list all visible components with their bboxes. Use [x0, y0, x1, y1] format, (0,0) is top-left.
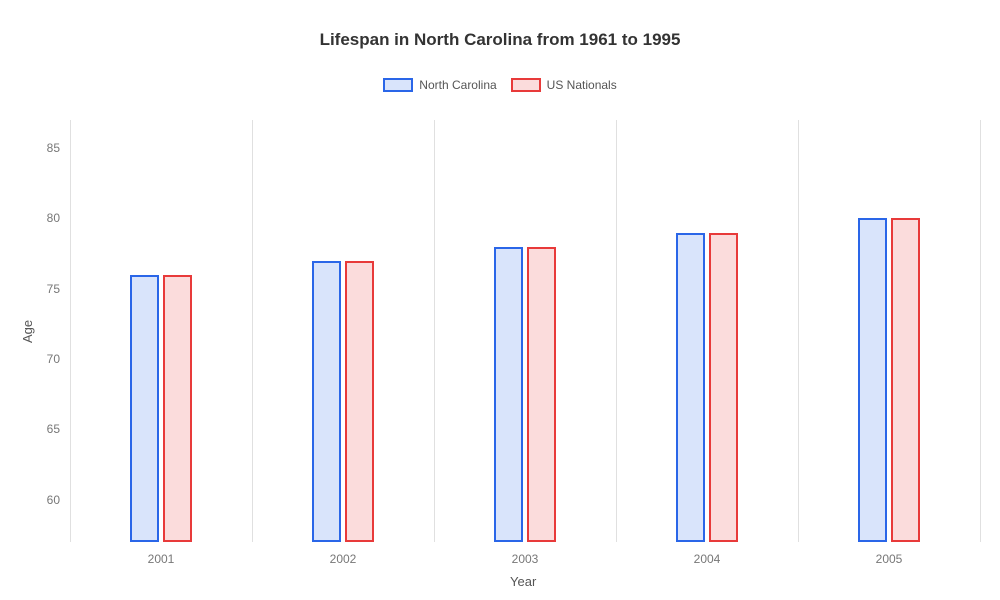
- legend-label: US Nationals: [547, 78, 617, 92]
- y-tick-label: 70: [20, 352, 60, 366]
- legend-item: US Nationals: [511, 78, 617, 92]
- y-axis-label: Age: [20, 320, 35, 343]
- plot-area: 60657075808520012002200320042005: [70, 120, 980, 542]
- bar: [709, 233, 738, 542]
- x-tick-label: 2003: [512, 552, 539, 566]
- gridline: [616, 120, 617, 542]
- bar: [676, 233, 705, 542]
- x-tick-label: 2004: [694, 552, 721, 566]
- gridline: [980, 120, 981, 542]
- bars-layer: [70, 120, 980, 542]
- bar: [312, 261, 341, 542]
- legend-swatch: [383, 78, 413, 92]
- bar: [130, 275, 159, 542]
- bar: [858, 218, 887, 542]
- chart-title: Lifespan in North Carolina from 1961 to …: [0, 30, 1000, 50]
- gridline: [252, 120, 253, 542]
- bar: [163, 275, 192, 542]
- y-tick-label: 80: [20, 211, 60, 225]
- x-tick-label: 2001: [148, 552, 175, 566]
- legend-item: North Carolina: [383, 78, 496, 92]
- gridline: [434, 120, 435, 542]
- legend-label: North Carolina: [419, 78, 496, 92]
- chart-container: Lifespan in North Carolina from 1961 to …: [0, 0, 1000, 600]
- chart-legend: North Carolina US Nationals: [0, 78, 1000, 92]
- bar: [891, 218, 920, 542]
- y-tick-label: 85: [20, 141, 60, 155]
- bar: [494, 247, 523, 542]
- y-tick-label: 60: [20, 493, 60, 507]
- x-axis-label: Year: [510, 574, 536, 589]
- bar: [345, 261, 374, 542]
- gridline: [70, 120, 71, 542]
- legend-swatch: [511, 78, 541, 92]
- bar: [527, 247, 556, 542]
- x-tick-label: 2005: [876, 552, 903, 566]
- y-tick-label: 65: [20, 422, 60, 436]
- gridline: [798, 120, 799, 542]
- y-tick-label: 75: [20, 282, 60, 296]
- x-tick-label: 2002: [330, 552, 357, 566]
